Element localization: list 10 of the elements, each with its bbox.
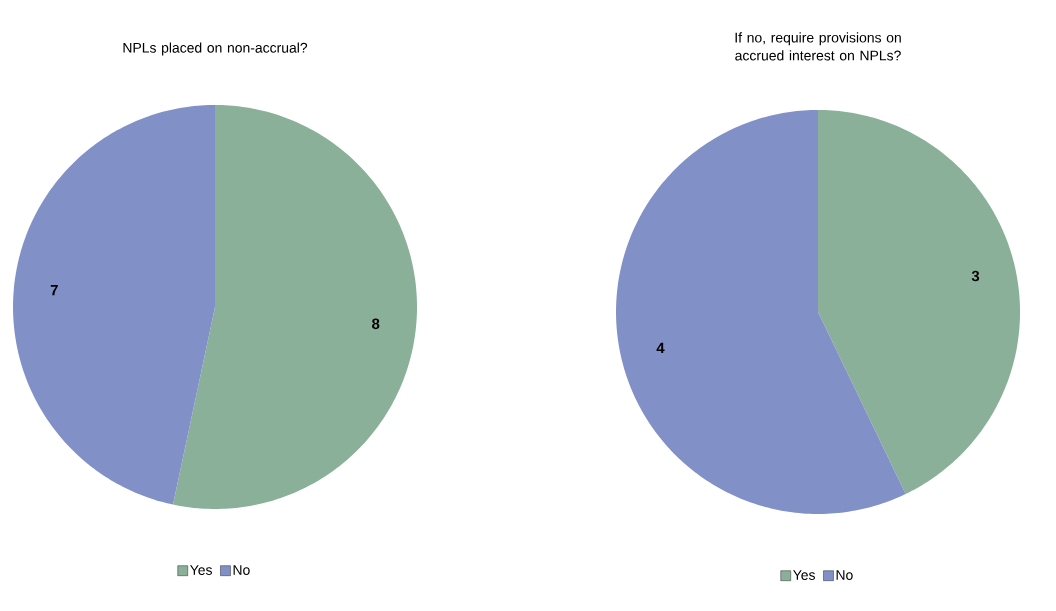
- chart-title: If no, require provisions on accrued interest on NPLs?: [735, 32, 901, 61]
- data-label: 3: [971, 270, 980, 282]
- legend-label: No: [836, 570, 853, 580]
- data-label: 4: [656, 342, 665, 354]
- legend-label: No: [233, 565, 250, 575]
- data-label: 8: [372, 318, 380, 330]
- data-label: 7: [50, 284, 58, 296]
- legend-label: Yes: [190, 565, 212, 575]
- legend-label: Yes: [793, 570, 815, 580]
- chart-title: NPLs placed on non-accrual?: [123, 42, 308, 56]
